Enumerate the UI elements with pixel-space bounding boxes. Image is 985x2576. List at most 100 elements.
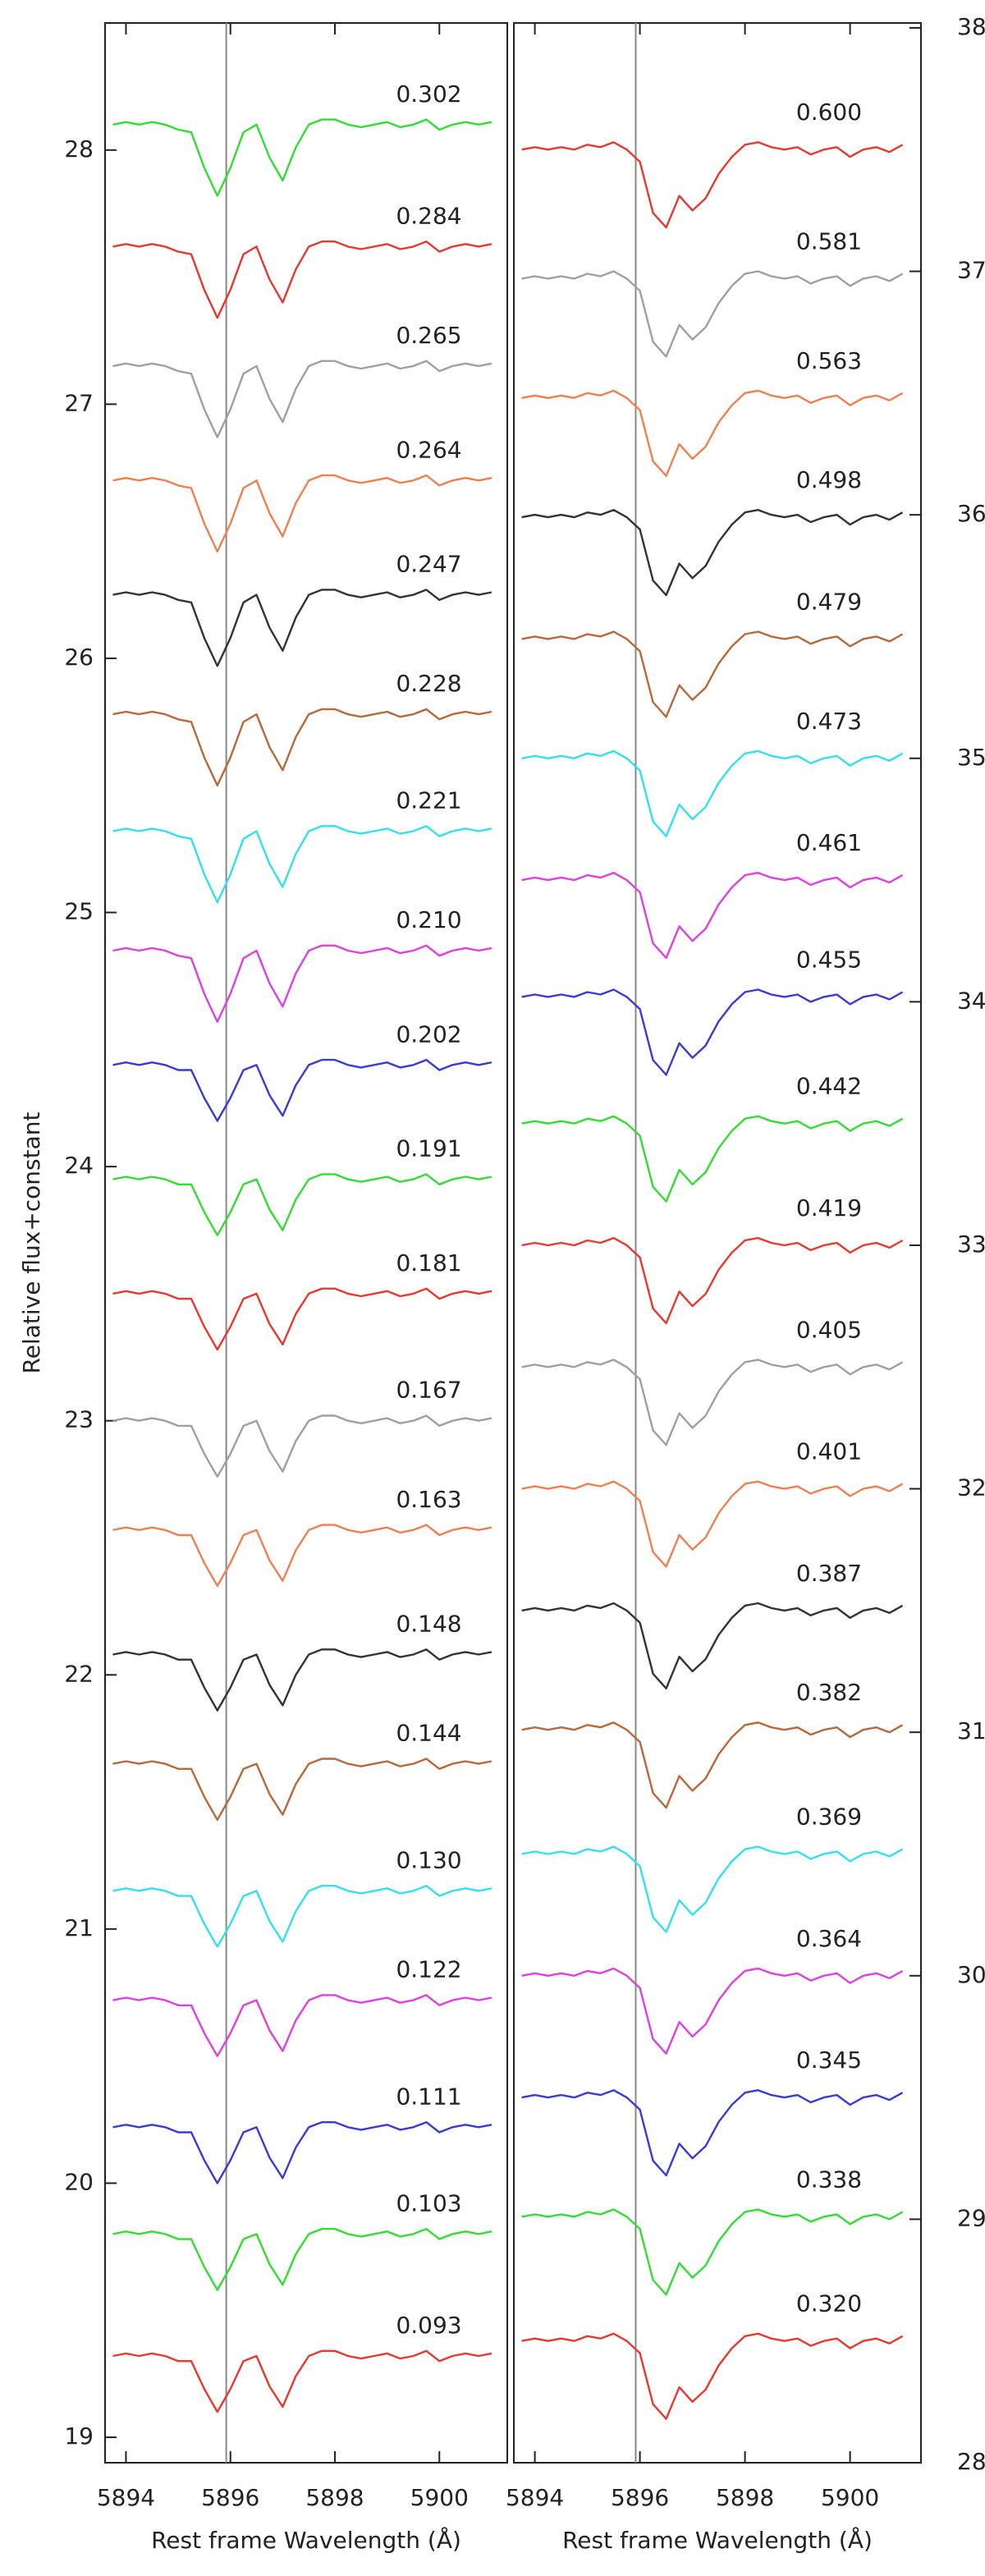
series-label: 0.265 bbox=[396, 322, 461, 349]
series-label: 0.563 bbox=[796, 347, 862, 374]
spectrum bbox=[521, 2088, 904, 2177]
spectrum bbox=[112, 589, 492, 667]
series-label: 0.498 bbox=[796, 466, 862, 493]
y-tick-label: 28 bbox=[957, 2448, 985, 2475]
spectrum bbox=[521, 141, 904, 229]
spectrum bbox=[112, 1884, 492, 1948]
series-label: 0.302 bbox=[396, 80, 461, 108]
series-label: 0.181 bbox=[396, 1249, 461, 1277]
spectrum bbox=[521, 1480, 904, 1568]
spectrum bbox=[521, 749, 904, 837]
series-label: 0.600 bbox=[796, 99, 862, 126]
y-tick-label: 19 bbox=[64, 2422, 94, 2450]
series-label: 0.284 bbox=[396, 202, 461, 229]
spectrum bbox=[521, 509, 904, 597]
series-label: 0.221 bbox=[396, 786, 461, 814]
series-label: 0.387 bbox=[796, 1560, 862, 1587]
spectrum bbox=[521, 1967, 904, 2055]
spectrum bbox=[521, 1721, 904, 1809]
y-tick-label: 31 bbox=[957, 1717, 985, 1744]
y-tick-label: 34 bbox=[957, 987, 985, 1014]
x-tick-label: 5900 bbox=[821, 2484, 879, 2511]
y-tick-label: 27 bbox=[64, 389, 94, 416]
series-label: 0.320 bbox=[796, 2290, 862, 2317]
spectrum bbox=[112, 1994, 492, 2057]
series-label: 0.111 bbox=[396, 2083, 461, 2110]
series-label: 0.191 bbox=[396, 1135, 461, 1162]
spectrum bbox=[112, 1058, 492, 1122]
spectrum bbox=[521, 389, 904, 477]
series-label: 0.264 bbox=[396, 436, 461, 463]
y-tick-label: 23 bbox=[64, 1406, 94, 1433]
x-axis-label: Rest frame Wavelength (Å) bbox=[562, 2526, 873, 2554]
spectrum bbox=[112, 1648, 492, 1712]
series-label: 0.148 bbox=[396, 1611, 461, 1638]
x-tick-label: 5896 bbox=[611, 2484, 669, 2511]
series-label: 0.130 bbox=[396, 1846, 461, 1873]
x-tick-label: 5898 bbox=[305, 2484, 364, 2511]
series-label: 0.210 bbox=[396, 906, 461, 933]
spectrum bbox=[112, 474, 492, 553]
series-label: 0.163 bbox=[396, 1486, 461, 1513]
spectrum bbox=[112, 2120, 492, 2184]
spectrum bbox=[112, 360, 492, 438]
spectrum bbox=[521, 871, 904, 960]
y-tick-label: 32 bbox=[957, 1474, 985, 1501]
spectrum bbox=[521, 270, 904, 358]
spectrum bbox=[521, 1845, 904, 1933]
spectrum bbox=[521, 630, 904, 718]
series-label: 0.364 bbox=[796, 1925, 862, 1952]
series-label: 0.338 bbox=[796, 2166, 862, 2193]
series-label: 0.345 bbox=[796, 2047, 862, 2074]
spectrum bbox=[521, 1115, 904, 1203]
series-label: 0.122 bbox=[396, 1956, 461, 1983]
y-tick-label: 28 bbox=[64, 135, 94, 163]
y-tick-label: 36 bbox=[957, 500, 985, 527]
spectrum bbox=[521, 1602, 904, 1690]
spectrum bbox=[521, 1359, 904, 1446]
y-tick-label: 21 bbox=[64, 1914, 94, 1941]
plot-frame bbox=[513, 22, 922, 2464]
spectrum bbox=[112, 825, 492, 904]
y-axis-label: Relative flux+constant bbox=[18, 1112, 45, 1374]
spectrum bbox=[112, 2349, 492, 2413]
spectrum bbox=[112, 118, 492, 197]
x-axis-label: Rest frame Wavelength (Å) bbox=[151, 2526, 461, 2554]
series-label: 0.419 bbox=[796, 1194, 862, 1222]
series-label: 0.455 bbox=[796, 946, 862, 973]
x-tick-label: 5896 bbox=[201, 2484, 259, 2511]
spectrum bbox=[521, 2208, 904, 2296]
spectrum bbox=[112, 241, 492, 319]
spectrum bbox=[112, 1173, 492, 1236]
series-label: 0.479 bbox=[796, 588, 862, 615]
series-label: 0.093 bbox=[396, 2312, 461, 2339]
y-tick-label: 35 bbox=[957, 744, 985, 771]
spectrum bbox=[112, 1287, 492, 1351]
spectrum bbox=[521, 2332, 904, 2420]
y-tick-label: 33 bbox=[957, 1231, 985, 1258]
series-label: 0.228 bbox=[396, 670, 461, 697]
series-label: 0.202 bbox=[396, 1020, 461, 1047]
series-label: 0.144 bbox=[396, 1720, 461, 1747]
series-label: 0.442 bbox=[796, 1073, 862, 1100]
spectrum bbox=[112, 1414, 492, 1478]
y-tick-label: 25 bbox=[64, 898, 94, 925]
x-tick-label: 5898 bbox=[716, 2484, 774, 2511]
series-label: 0.405 bbox=[796, 1316, 862, 1343]
series-label: 0.401 bbox=[796, 1438, 862, 1465]
y-tick-label: 30 bbox=[957, 1961, 985, 1988]
plot-frame bbox=[104, 22, 508, 2464]
series-label: 0.167 bbox=[396, 1377, 461, 1404]
series-label: 0.369 bbox=[796, 1803, 862, 1830]
series-label: 0.382 bbox=[796, 1679, 862, 1706]
y-tick-label: 29 bbox=[957, 2204, 985, 2231]
spectrum bbox=[112, 1758, 492, 1822]
spectrum bbox=[112, 2227, 492, 2291]
spectrum bbox=[521, 988, 904, 1076]
y-tick-label: 20 bbox=[64, 2168, 94, 2195]
spectrum bbox=[112, 708, 492, 786]
series-label: 0.247 bbox=[396, 551, 461, 578]
y-tick-label: 38 bbox=[957, 13, 985, 40]
